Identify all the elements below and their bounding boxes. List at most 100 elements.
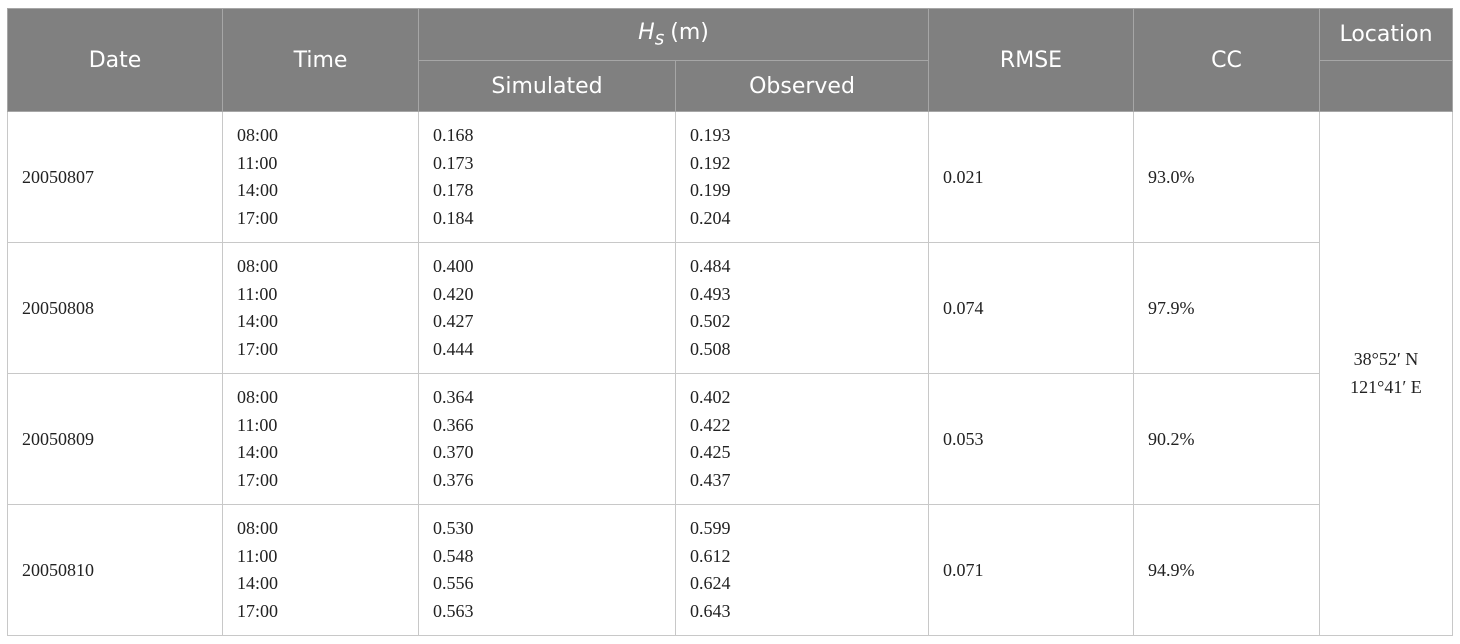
cc: 93.0% xyxy=(1148,166,1195,187)
simulated-cell: 0.530 0.548 0.556 0.563 xyxy=(418,504,676,636)
time: 08:00 xyxy=(237,387,279,407)
observed: 0.508 xyxy=(690,338,731,359)
time: 14:00 xyxy=(237,573,279,593)
observed: 0.493 xyxy=(690,283,731,304)
cc: 94.9% xyxy=(1148,559,1195,580)
header-text: CC xyxy=(1211,47,1242,73)
observed-cell: 0.484 0.493 0.502 0.508 xyxy=(675,242,929,374)
date-cell: 20050810 xyxy=(7,504,223,636)
time: 17:00 xyxy=(237,600,279,621)
observed: 0.502 xyxy=(690,311,731,331)
rmse-cell: 0.071 xyxy=(928,504,1134,636)
time: 14:00 xyxy=(237,442,279,462)
rmse: 0.071 xyxy=(943,559,984,580)
time: 08:00 xyxy=(237,125,279,145)
date-cell: 20050807 xyxy=(7,111,223,243)
header-cell: Location xyxy=(1319,8,1453,61)
date: 20050808 xyxy=(22,297,94,318)
times-cell: 08:00 11:00 14:00 17:00 xyxy=(222,111,419,243)
rmse: 0.021 xyxy=(943,166,984,187)
subscript-text: s xyxy=(654,28,665,50)
header-text: Time xyxy=(293,47,348,73)
table-body: 20050807 08:00 11:00 14:00 17:00 0.168 0.173 0.… xyxy=(7,111,1453,636)
observed: 0.193 xyxy=(690,125,731,145)
cc-cell: 97.9% xyxy=(1133,242,1320,374)
location-cell: 38°52′ N 121°41′ E xyxy=(1319,111,1453,636)
header-text: Observed xyxy=(749,73,855,99)
header-cell: Time xyxy=(222,8,419,112)
table-row: 20050808 08:00 11:00 14:00 17:00 0.400 0.420 0.… xyxy=(7,242,1453,374)
header-cell: Date xyxy=(7,8,223,112)
simulated: 0.427 xyxy=(433,311,474,331)
observed-cell: 0.599 0.612 0.624 0.643 xyxy=(675,504,929,636)
header-text: Date xyxy=(88,47,142,73)
time: 11:00 xyxy=(237,283,278,304)
header-cell: Observed xyxy=(675,60,929,112)
header-text: Location xyxy=(1339,22,1433,47)
simulated-cell: 0.400 0.420 0.427 0.444 xyxy=(418,242,676,374)
simulated-cell: 0.364 0.366 0.370 0.376 xyxy=(418,373,676,505)
observed: 0.199 xyxy=(690,180,731,200)
time: 11:00 xyxy=(237,152,278,173)
cc: 90.2% xyxy=(1148,428,1195,449)
time: 17:00 xyxy=(237,207,279,228)
time: 11:00 xyxy=(237,545,278,566)
simulated: 0.173 xyxy=(433,152,474,173)
times-cell: 08:00 11:00 14:00 17:00 xyxy=(222,504,419,636)
observed: 0.624 xyxy=(690,573,731,593)
date-cell: 20050808 xyxy=(7,242,223,374)
simulated: 0.530 xyxy=(433,518,474,538)
times-cell: 08:00 11:00 14:00 17:00 xyxy=(222,373,419,505)
date: 20050807 xyxy=(22,166,94,187)
simulated: 0.168 xyxy=(433,125,474,145)
time: 08:00 xyxy=(237,518,279,538)
observed: 0.643 xyxy=(690,600,731,621)
rmse: 0.074 xyxy=(943,297,984,318)
table-row: 20050809 08:00 11:00 14:00 17:00 0.364 0.366 0.… xyxy=(7,373,1453,505)
rmse-cell: 0.021 xyxy=(928,111,1134,243)
location-line: 121°41′ E xyxy=(1350,376,1422,397)
observed: 0.612 xyxy=(690,545,731,566)
header-cell xyxy=(1319,60,1453,112)
header-symbol: H xyxy=(638,19,655,45)
simulated: 0.400 xyxy=(433,256,474,276)
simulated: 0.184 xyxy=(433,207,474,228)
cc: 97.9% xyxy=(1148,297,1195,318)
date-cell: 20050809 xyxy=(7,373,223,505)
cc-cell: 93.0% xyxy=(1133,111,1320,243)
time: 08:00 xyxy=(237,256,279,276)
simulated: 0.556 xyxy=(433,573,474,593)
observed: 0.599 xyxy=(690,518,731,538)
rmse-cell: 0.074 xyxy=(928,242,1134,374)
cc-cell: 90.2% xyxy=(1133,373,1320,505)
time: 14:00 xyxy=(237,311,279,331)
observed: 0.437 xyxy=(690,469,731,490)
location-line: 38°52′ N xyxy=(1353,349,1419,369)
header-subscript: s xyxy=(655,28,665,49)
simulated: 0.364 xyxy=(433,387,474,407)
simulated: 0.563 xyxy=(433,600,474,621)
time: 17:00 xyxy=(237,338,279,359)
rmse-cell: 0.053 xyxy=(928,373,1134,505)
header-cell: CC xyxy=(1133,8,1320,112)
time: 14:00 xyxy=(237,180,279,200)
simulated: 0.420 xyxy=(433,283,474,304)
simulated: 0.370 xyxy=(433,442,474,462)
simulated: 0.178 xyxy=(433,180,474,200)
observed: 0.425 xyxy=(690,442,731,462)
date: 20050810 xyxy=(22,559,94,580)
simulated: 0.366 xyxy=(433,414,474,435)
header-cell: RMSE xyxy=(928,8,1134,112)
simulated: 0.548 xyxy=(433,545,474,566)
observed-cell: 0.193 0.192 0.199 0.204 xyxy=(675,111,929,243)
observed: 0.204 xyxy=(690,207,731,228)
observed: 0.422 xyxy=(690,414,731,435)
header-cell: Simulated xyxy=(418,60,676,112)
rmse: 0.053 xyxy=(943,428,984,449)
cc-cell: 94.9% xyxy=(1133,504,1320,636)
time: 17:00 xyxy=(237,469,279,490)
simulated: 0.376 xyxy=(433,469,474,490)
header-text: Simulated xyxy=(491,73,603,99)
header-unit: (m) xyxy=(670,19,709,45)
